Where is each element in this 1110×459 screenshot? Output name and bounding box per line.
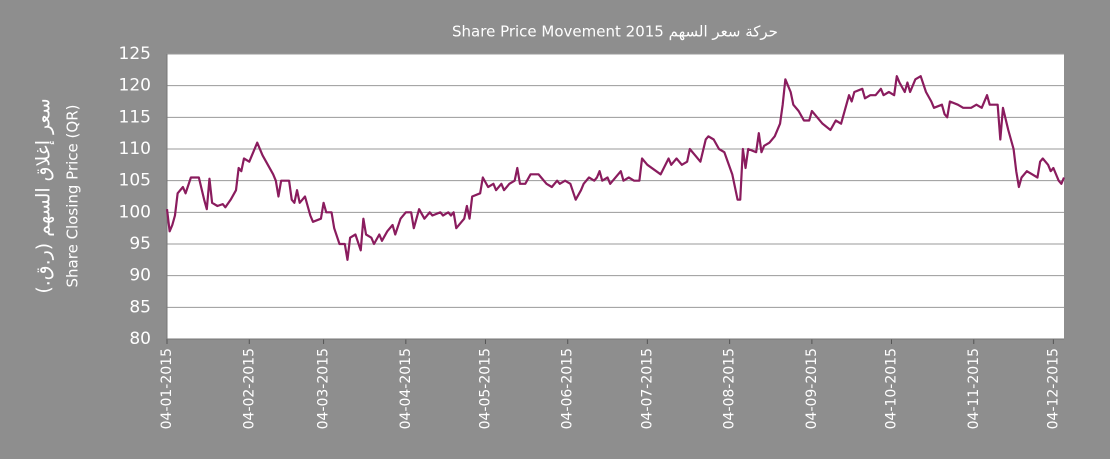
y-tick-label: 95 [129,234,151,254]
x-tick-label: 04-12-2015 [1045,348,1061,429]
x-tick-label: 04-02-2015 [241,348,257,429]
y-tick-label: 85 [129,297,151,317]
y-axis-label: Share Closing Price (QR) [64,105,82,288]
price-line [165,75,1066,261]
y-tick-label: 105 [119,171,151,191]
x-tick-label: 04-03-2015 [316,348,332,429]
y-tick-label: 120 [119,76,151,96]
y-tick-label: 80 [129,329,151,349]
x-tick-label: 04-08-2015 [722,348,738,429]
x-tick-label: 04-09-2015 [804,348,820,429]
x-tick-label: 04-04-2015 [398,348,414,429]
y-axis-label-arabic: سعر إغلاق السهم (ر.ق.) [33,98,56,293]
x-tick-label: 04-06-2015 [560,348,576,429]
x-tick-label: 04-05-2015 [477,348,493,429]
x-tick-label: 04-10-2015 [884,348,900,429]
plot-area [167,54,1064,339]
chart-title: Share Price Movement 2015 حركة سعر السهم [452,23,778,41]
y-tick-label: 100 [119,202,151,222]
x-tick-label: 04-01-2015 [159,348,175,429]
y-tick-label: 110 [119,139,151,159]
y-tick-label: 115 [119,107,151,127]
y-tick-label: 90 [129,266,151,286]
x-tick-label: 04-07-2015 [639,348,655,429]
y-tick-label: 125 [119,44,151,64]
x-tick-label: 04-11-2015 [966,348,982,429]
